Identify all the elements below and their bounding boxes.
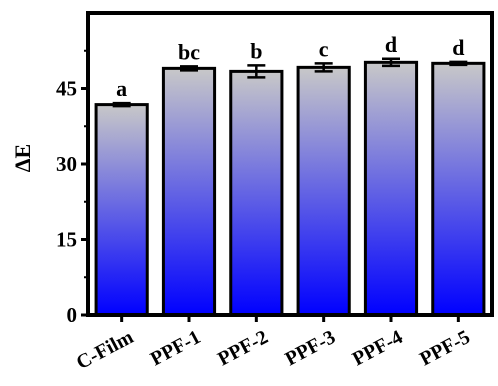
significance-letters-group: abc b c d d: [116, 32, 464, 101]
y-axis-label: ΔE: [10, 144, 35, 172]
bar-ppf-1: [161, 66, 217, 317]
error-bar-ppf-5: [449, 60, 468, 67]
error-bar-c-film: [112, 101, 131, 108]
x-tick-label: PPF-4: [349, 326, 406, 370]
bar-c-film: [94, 103, 149, 317]
y-tick-label: 30: [56, 152, 77, 176]
error-bar-ppf-3: [314, 62, 333, 73]
significance-letter: d: [452, 35, 464, 60]
significance-letter: bc: [178, 39, 200, 64]
y-tick-label: 45: [56, 77, 77, 101]
x-axis-ticks: C-Film PPF-1 PPF-2 PPF-3 PPF-4 PPF-5: [73, 315, 474, 374]
error-bar-ppf-2: [247, 64, 266, 79]
x-tick-label: PPF-2: [214, 326, 271, 370]
x-tick-label: PPF-3: [282, 326, 339, 370]
significance-letter: b: [250, 38, 262, 63]
significance-letter: a: [116, 76, 127, 101]
y-tick-label: 0: [67, 303, 78, 327]
error-bar-ppf-1: [180, 65, 198, 72]
x-tick-label: PPF-5: [416, 326, 473, 370]
significance-letter: c: [319, 36, 329, 61]
error-bar-ppf-4: [382, 57, 400, 68]
significance-letter: d: [385, 32, 397, 57]
error-bars-group: [112, 57, 468, 108]
bars-group: [94, 60, 486, 317]
x-tick-label: C-Film: [73, 326, 138, 374]
x-tick-label: PPF-1: [147, 326, 204, 370]
bar-ppf-5: [431, 61, 486, 317]
bar-ppf-3: [296, 65, 351, 317]
y-axis-ticks: 0 15 30 45: [56, 49, 88, 327]
y-tick-label: 15: [56, 228, 77, 252]
bar-ppf-2: [229, 69, 284, 317]
bar-ppf-4: [363, 60, 419, 317]
